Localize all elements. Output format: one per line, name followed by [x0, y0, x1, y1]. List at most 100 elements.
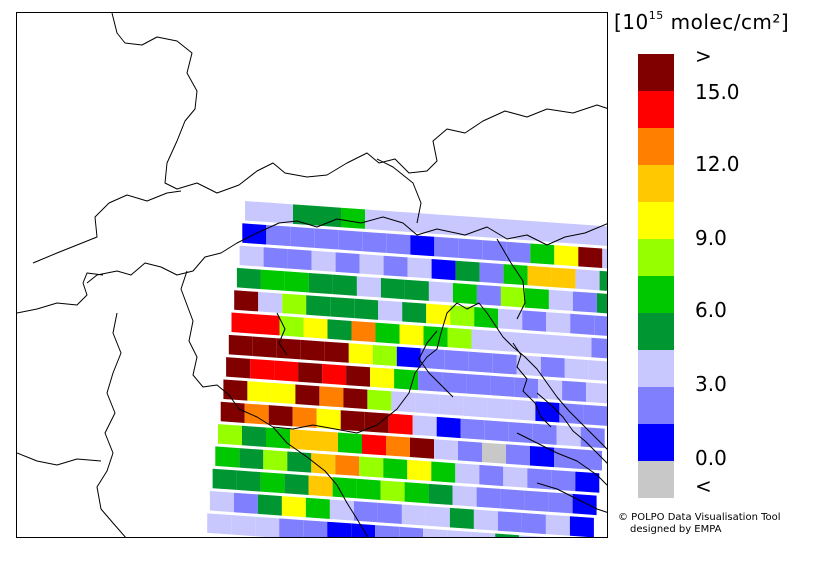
- grid-cell: [346, 365, 371, 387]
- grid-cell: [428, 281, 453, 303]
- grid-cell: [239, 245, 264, 267]
- grid-cell: [322, 363, 347, 386]
- grid-cell: [311, 250, 336, 272]
- grid-cell: [581, 224, 605, 246]
- grid-cell: [452, 283, 477, 305]
- grid-cell: [506, 444, 530, 466]
- grid-cell: [605, 226, 607, 246]
- grid-cell: [359, 456, 384, 478]
- grid-cell: [330, 296, 355, 319]
- grid-cell: [458, 238, 483, 260]
- grid-cell: [353, 501, 378, 523]
- grid-cell: [260, 472, 285, 494]
- grid-cell: [431, 259, 456, 281]
- grid-cell: [298, 362, 323, 384]
- grid-cell: [287, 451, 312, 473]
- grid-cell: [511, 399, 536, 421]
- grid-cell: [498, 308, 523, 330]
- grid-cell: [490, 375, 515, 397]
- grid-cell: [572, 291, 597, 313]
- border-line: [32, 190, 182, 264]
- grid-cell: [434, 439, 458, 461]
- grid-cell: [599, 270, 607, 291]
- grid-cell: [557, 222, 581, 245]
- coastline: [516, 432, 607, 486]
- legend-tick-label: <: [695, 474, 712, 498]
- grid-cell: [383, 458, 408, 480]
- grid-cell: [404, 482, 429, 504]
- grid-cell: [255, 314, 280, 336]
- grid-cell: [506, 241, 531, 263]
- grid-cell: [252, 336, 277, 358]
- grid-cell: [545, 514, 570, 536]
- credit-line-2: designed by EMPA: [630, 524, 722, 535]
- grid-cell: [484, 420, 509, 442]
- grid-cell: [543, 536, 545, 537]
- color-legend: [638, 54, 674, 498]
- grid-cell: [375, 525, 400, 537]
- grid-cell: [602, 248, 607, 269]
- legend-swatch: [638, 424, 674, 461]
- grid-cell: [293, 204, 317, 226]
- grid-cell: [329, 499, 354, 521]
- grid-cell: [503, 264, 528, 286]
- units-label: [1015 molec/cm²]: [614, 9, 789, 34]
- legend-swatch: [638, 276, 674, 313]
- grid-cell: [471, 329, 496, 351]
- grid-cell: [572, 493, 597, 516]
- legend-swatch: [638, 54, 674, 91]
- grid-cell: [226, 357, 251, 379]
- grid-cell: [519, 535, 544, 537]
- grid-cell: [308, 475, 333, 497]
- grid-cell: [540, 356, 565, 378]
- grid-cell: [423, 325, 448, 348]
- grid-cell: [327, 521, 352, 537]
- coastline: [512, 342, 552, 428]
- grid-cell: [551, 469, 576, 492]
- grid-cell: [546, 312, 571, 334]
- grid-cell: [391, 391, 416, 413]
- grid-cell: [452, 485, 477, 507]
- border-line: [272, 302, 488, 434]
- grid-cell: [367, 389, 392, 411]
- legend-swatch: [638, 239, 674, 276]
- grid-cell: [314, 430, 338, 453]
- legend-swatch: [638, 202, 674, 239]
- grid-cell: [263, 449, 288, 471]
- legend-swatch: [638, 91, 674, 128]
- grid-cell: [239, 448, 264, 470]
- grid-cell: [234, 290, 259, 312]
- grid-cell: [351, 320, 376, 343]
- grid-cell: [543, 334, 568, 356]
- legend-swatch: [638, 128, 674, 165]
- grid-cell: [228, 334, 253, 357]
- grid-cell: [316, 408, 341, 430]
- grid-cell: [476, 284, 501, 306]
- grid-cell: [521, 512, 546, 535]
- grid-cell: [380, 480, 405, 502]
- grid-cell: [460, 418, 485, 440]
- grid-cell: [495, 533, 520, 537]
- map-panel: [16, 12, 608, 538]
- grid-cell: [207, 513, 232, 535]
- grid-cell: [533, 221, 557, 243]
- grid-cell: [332, 274, 357, 296]
- grid-cell: [372, 344, 397, 367]
- grid-cell: [578, 246, 603, 269]
- grid-cell: [412, 415, 437, 437]
- coastline: [536, 392, 607, 464]
- legend-swatch: [638, 350, 674, 387]
- grid-cell: [524, 288, 549, 310]
- grid-cell: [276, 338, 301, 360]
- legend-swatch: [638, 387, 674, 424]
- grid-cell: [338, 432, 362, 454]
- grid-cell: [300, 339, 325, 362]
- grid-cell: [281, 496, 306, 518]
- grid-cell: [290, 429, 314, 451]
- grid-cell: [455, 463, 480, 485]
- grid-cell: [338, 230, 363, 252]
- grid-cell: [420, 348, 445, 370]
- grid-cell: [442, 372, 467, 394]
- grid-cell: [410, 235, 435, 257]
- coastline: [272, 426, 369, 537]
